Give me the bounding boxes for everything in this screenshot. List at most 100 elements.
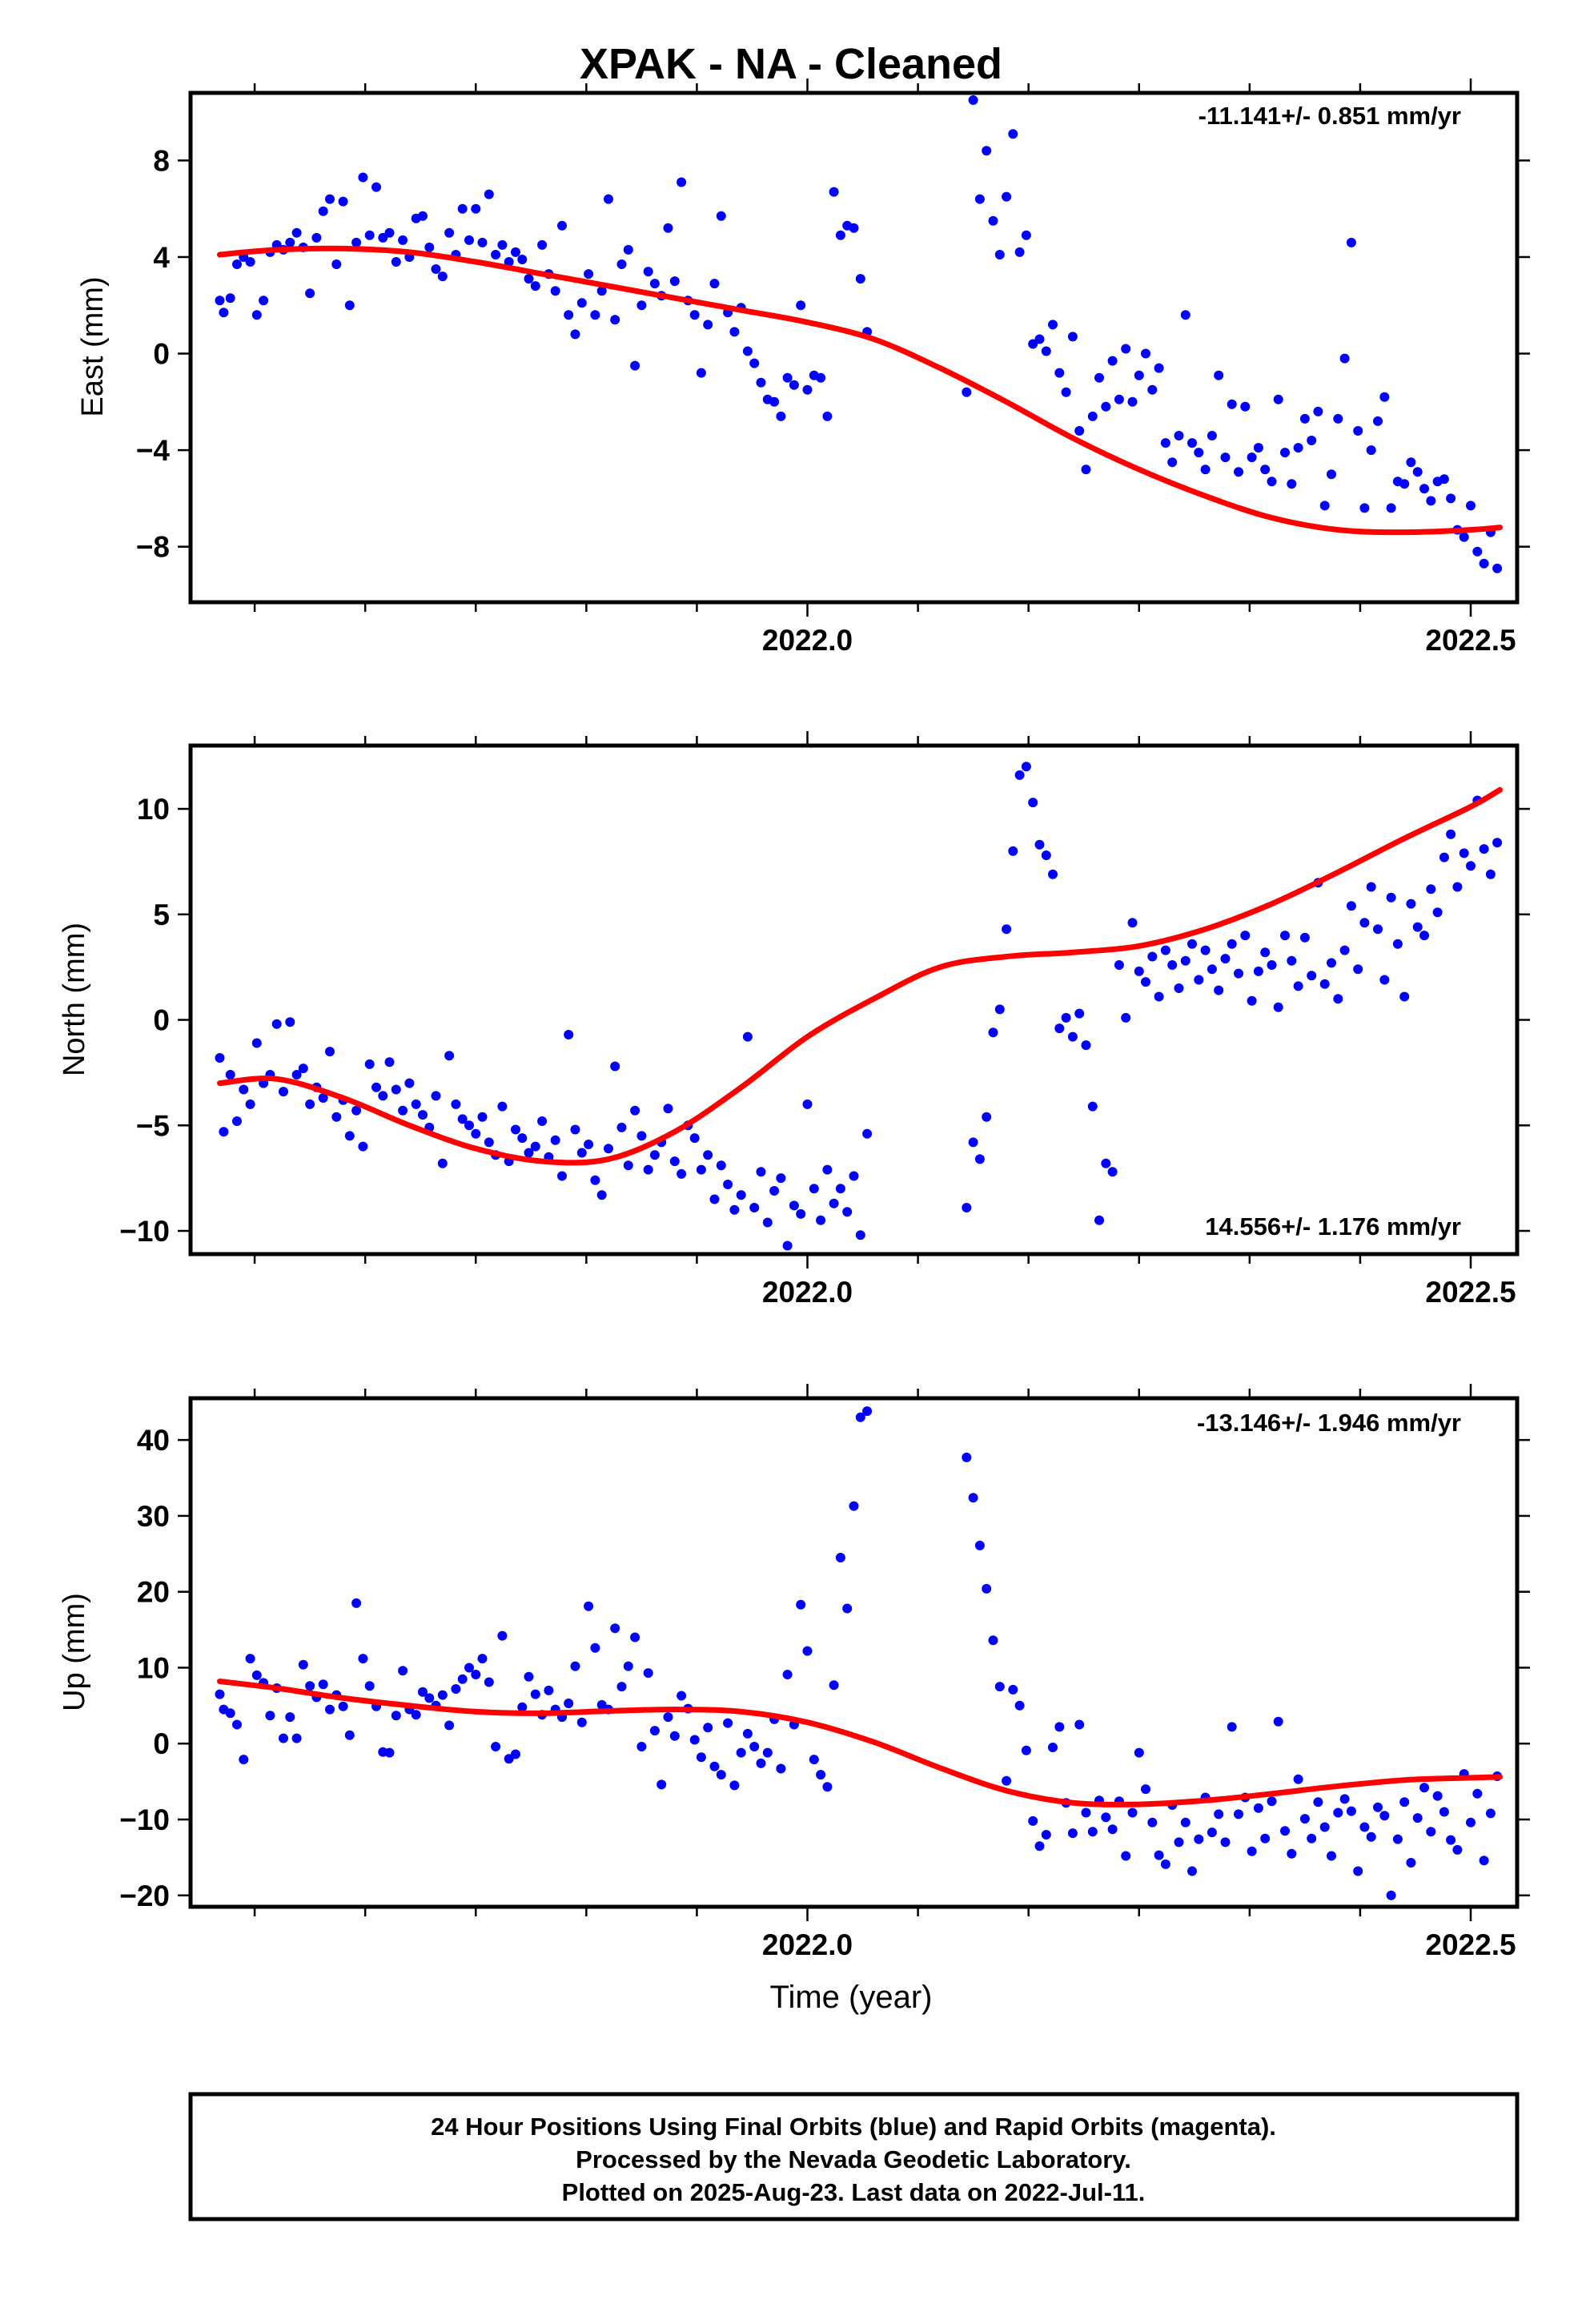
east-data-point [709, 279, 720, 289]
up-data-point [1419, 1783, 1429, 1793]
footer-line-1: 24 Hour Positions Using Final Orbits (bl… [431, 2113, 1276, 2141]
east-data-point [962, 387, 972, 397]
up-data-point [1220, 1837, 1231, 1848]
north-data-point [1299, 932, 1310, 943]
north-data-point [1028, 798, 1038, 808]
east-data-point [829, 187, 839, 197]
north-rate-label: 14.556+/- 1.176 mm/yr [1205, 1212, 1461, 1240]
up-data-point [1432, 1791, 1443, 1801]
east-data-point [596, 286, 607, 296]
east-y-tick-label: −8 [136, 531, 170, 564]
north-data-point [723, 1180, 733, 1189]
east-data-point [1147, 384, 1158, 395]
up-data-point [471, 1670, 481, 1679]
east-data-point [484, 189, 494, 199]
east-data-point [1227, 399, 1237, 409]
north-data-point [776, 1173, 786, 1184]
east-data-point [816, 372, 826, 383]
east-data-point [982, 146, 992, 156]
east-data-point [630, 360, 640, 371]
east-data-point [1313, 406, 1323, 416]
east-data-point [636, 300, 647, 311]
up-y-tick-label: 0 [153, 1727, 170, 1760]
east-frame [188, 90, 1520, 605]
up-data-point [1227, 1722, 1237, 1732]
up-data-point [677, 1691, 687, 1701]
up-data-point [1214, 1809, 1224, 1819]
east-data-point [796, 300, 806, 311]
up-data-point [616, 1682, 627, 1692]
up-data-point [530, 1689, 540, 1699]
north-data-point [1452, 882, 1463, 892]
north-data-point [1174, 983, 1184, 993]
east-data-point [1014, 247, 1025, 257]
up-data-point [477, 1654, 488, 1664]
east-data-point [1094, 372, 1104, 383]
north-data-point [1366, 882, 1376, 892]
east-data-point [1081, 464, 1091, 475]
up-data-point [1386, 1890, 1396, 1900]
up-data-point [1087, 1827, 1098, 1837]
north-data-point [1234, 968, 1243, 979]
up-data-point [782, 1670, 793, 1679]
east-data-point [504, 257, 514, 267]
north-data-point [1446, 829, 1456, 839]
east-data-point [1346, 237, 1356, 247]
north-data-point [271, 1019, 282, 1029]
east-panel: 2022.0 2022.5 −8 −4 0 4 8 East (mm) -11.141+/-… [76, 78, 1530, 657]
up-data-point [291, 1733, 302, 1743]
up-data-point [849, 1501, 859, 1511]
up-data-point [1439, 1807, 1449, 1817]
up-data-point [762, 1747, 773, 1758]
east-data-point [776, 411, 786, 421]
north-data-point [610, 1061, 620, 1072]
east-data-point [550, 286, 560, 296]
up-y-tick-label: 10 [137, 1651, 170, 1684]
east-data-point [669, 276, 680, 287]
north-data-point [604, 1144, 613, 1154]
chart-title: XPAK - NA - Cleaned [580, 40, 1002, 88]
east-data-point [1479, 558, 1489, 569]
up-data-point [511, 1749, 520, 1759]
up-data-point [576, 1717, 587, 1727]
north-data-point [789, 1200, 799, 1211]
up-data-point [1466, 1817, 1476, 1827]
up-data-point [974, 1540, 985, 1550]
east-data-point [378, 232, 388, 243]
up-frame [188, 1396, 1520, 1909]
up-data-point [669, 1731, 680, 1741]
up-data-point [1180, 1817, 1191, 1827]
east-data-point [616, 259, 627, 269]
up-data-point [1160, 1859, 1170, 1869]
up-data-point [862, 1406, 873, 1417]
east-data-point [524, 274, 534, 284]
east-data-point [1293, 443, 1303, 453]
up-data-point [1339, 1794, 1350, 1804]
north-data-point [471, 1128, 481, 1139]
north-data-point [1359, 918, 1370, 928]
east-data-point [1034, 334, 1045, 344]
north-data-point [1041, 850, 1051, 860]
up-data-point [1107, 1824, 1118, 1835]
north-x-tick-label: 2022.0 [762, 1276, 853, 1309]
north-data-point [1379, 975, 1390, 985]
east-data-point [259, 296, 269, 306]
east-data-point [331, 259, 342, 269]
footer-line-2: Processed by the Nevada Geodetic Laborat… [576, 2145, 1131, 2173]
north-y-tick-label: −5 [136, 1109, 170, 1142]
north-data-point [1227, 939, 1237, 949]
up-data-point [351, 1598, 362, 1608]
up-data-point [729, 1780, 740, 1791]
east-data-point [391, 257, 401, 267]
east-y-tick-label: 8 [153, 144, 170, 177]
north-data-point [1154, 991, 1164, 1002]
north-data-point [1406, 899, 1416, 909]
east-data-point [338, 196, 348, 207]
east-data-point [1087, 411, 1098, 421]
north-data-point [431, 1091, 441, 1101]
up-data-point [1247, 1846, 1257, 1856]
north-y-tick-label: 5 [153, 899, 170, 931]
north-data-point [1240, 931, 1251, 941]
up-data-point [1412, 1813, 1423, 1823]
